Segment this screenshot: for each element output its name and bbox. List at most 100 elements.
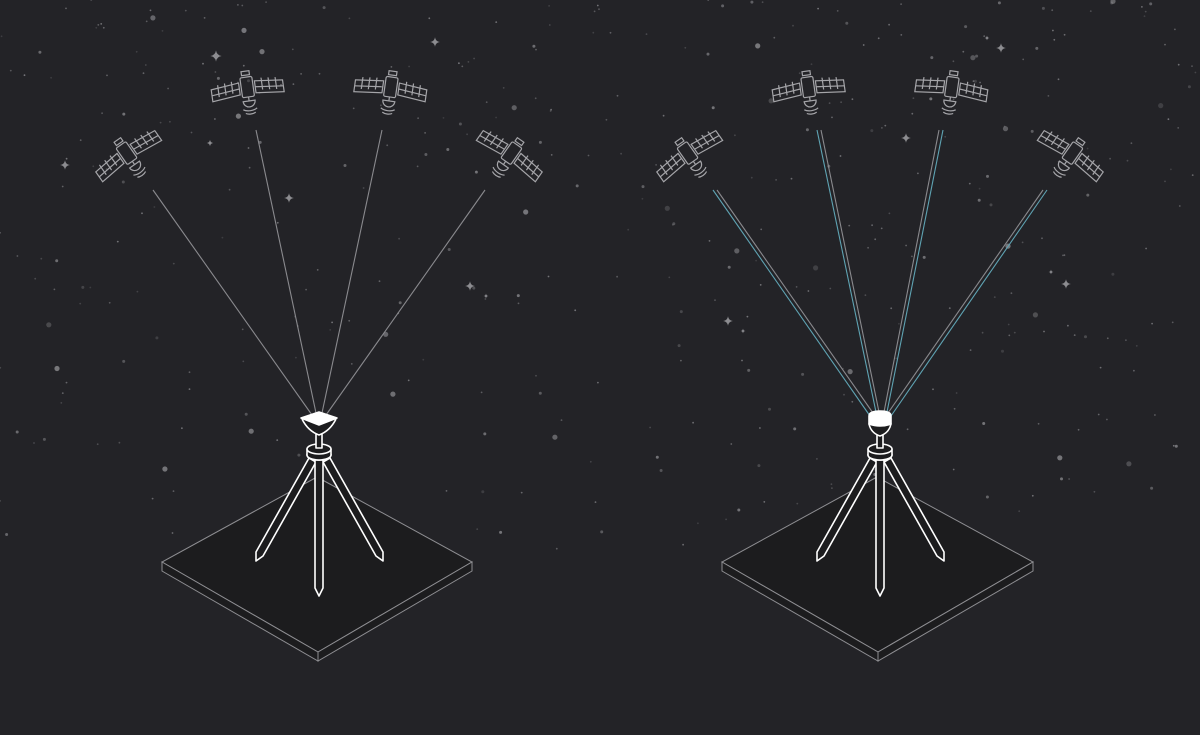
star [881, 127, 883, 129]
star [331, 321, 333, 324]
star [495, 116, 497, 119]
star [259, 49, 265, 55]
star [378, 280, 381, 283]
satellite-icon [648, 118, 734, 197]
star [768, 407, 771, 411]
star [390, 66, 393, 68]
star [888, 23, 890, 26]
gnss-receiver-icon [868, 410, 892, 437]
star [979, 81, 981, 84]
sparkle-icon [1048, 269, 1054, 275]
star [162, 466, 168, 472]
star [241, 27, 247, 33]
star [793, 427, 797, 431]
star [181, 427, 183, 430]
star [874, 238, 877, 241]
star [952, 98, 955, 101]
star [485, 101, 488, 104]
signal-line-gray [887, 189, 1044, 414]
star [708, 240, 711, 242]
panel-dual-frequency [648, 65, 1112, 662]
star [900, 34, 903, 36]
star [102, 26, 105, 29]
star [1057, 455, 1063, 461]
sparkle-icon [206, 139, 214, 147]
star [474, 170, 478, 174]
star [721, 4, 725, 8]
gnss-receiver-icon [300, 411, 338, 436]
star [982, 422, 986, 425]
star [472, 286, 476, 290]
star [0, 35, 3, 38]
star [955, 392, 958, 394]
star [153, 206, 156, 208]
star [442, 117, 445, 119]
star [755, 259, 757, 262]
star [884, 124, 887, 127]
star [890, 307, 893, 310]
star [81, 285, 85, 289]
signal-line-gray [820, 129, 880, 413]
star [1130, 142, 1133, 145]
star [870, 129, 874, 133]
star [548, 24, 551, 26]
star [993, 296, 996, 298]
star [50, 76, 52, 79]
star [1018, 510, 1021, 513]
star [900, 3, 902, 5]
star [242, 360, 245, 363]
star [1032, 312, 1038, 318]
star [516, 294, 520, 298]
star [560, 419, 563, 421]
star [550, 108, 552, 111]
star [237, 4, 239, 6]
star [1110, 1, 1114, 5]
star [535, 48, 537, 51]
satellite-icon [1026, 118, 1112, 197]
star [172, 262, 175, 265]
star [190, 131, 193, 134]
star [161, 30, 164, 32]
star [216, 76, 220, 80]
star [380, 104, 382, 107]
star [167, 87, 170, 90]
star [329, 329, 332, 331]
star [1084, 335, 1087, 339]
star [597, 381, 599, 384]
satellite-icon [208, 65, 288, 120]
star [1149, 2, 1153, 6]
star [97, 24, 100, 26]
sparkle-icon [984, 35, 990, 41]
star [244, 412, 248, 416]
star [552, 434, 558, 440]
star [0, 366, 2, 369]
star [741, 359, 743, 362]
star [851, 98, 854, 101]
star [523, 209, 529, 215]
sparkle-icon [1061, 279, 1071, 289]
star [1013, 331, 1016, 334]
star [549, 110, 552, 112]
star [711, 106, 715, 110]
star [1037, 422, 1040, 425]
star [871, 224, 873, 227]
star [917, 172, 919, 175]
sparkle-icon [430, 37, 440, 47]
star [538, 140, 542, 144]
signal-line-teal [816, 129, 877, 413]
star [596, 4, 599, 7]
star [108, 301, 111, 304]
star [473, 57, 475, 60]
star [144, 64, 147, 66]
star [953, 407, 956, 410]
star [555, 547, 558, 550]
star [1051, 9, 1054, 12]
signal-line-teal [890, 189, 1048, 417]
star [242, 64, 245, 67]
star [692, 421, 694, 424]
star [594, 501, 597, 503]
star [1191, 65, 1193, 67]
star [1164, 180, 1166, 183]
star [511, 105, 517, 111]
star [16, 255, 19, 257]
